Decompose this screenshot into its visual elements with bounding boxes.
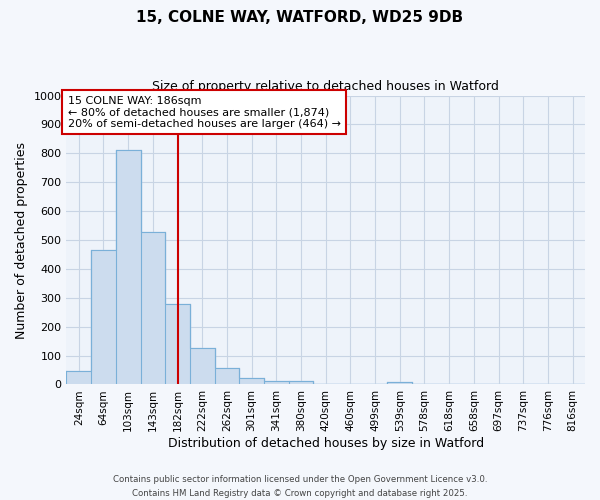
Text: 15 COLNE WAY: 186sqm
← 80% of detached houses are smaller (1,874)
20% of semi-de: 15 COLNE WAY: 186sqm ← 80% of detached h…: [68, 96, 341, 129]
Text: Contains HM Land Registry data © Crown copyright and database right 2025.: Contains HM Land Registry data © Crown c…: [132, 488, 468, 498]
Y-axis label: Number of detached properties: Number of detached properties: [15, 142, 28, 338]
Title: Size of property relative to detached houses in Watford: Size of property relative to detached ho…: [152, 80, 499, 93]
Text: 15, COLNE WAY, WATFORD, WD25 9DB: 15, COLNE WAY, WATFORD, WD25 9DB: [136, 10, 464, 25]
Polygon shape: [67, 150, 585, 384]
X-axis label: Distribution of detached houses by size in Watford: Distribution of detached houses by size …: [167, 437, 484, 450]
Text: Contains public sector information licensed under the Open Government Licence v3: Contains public sector information licen…: [113, 475, 487, 484]
